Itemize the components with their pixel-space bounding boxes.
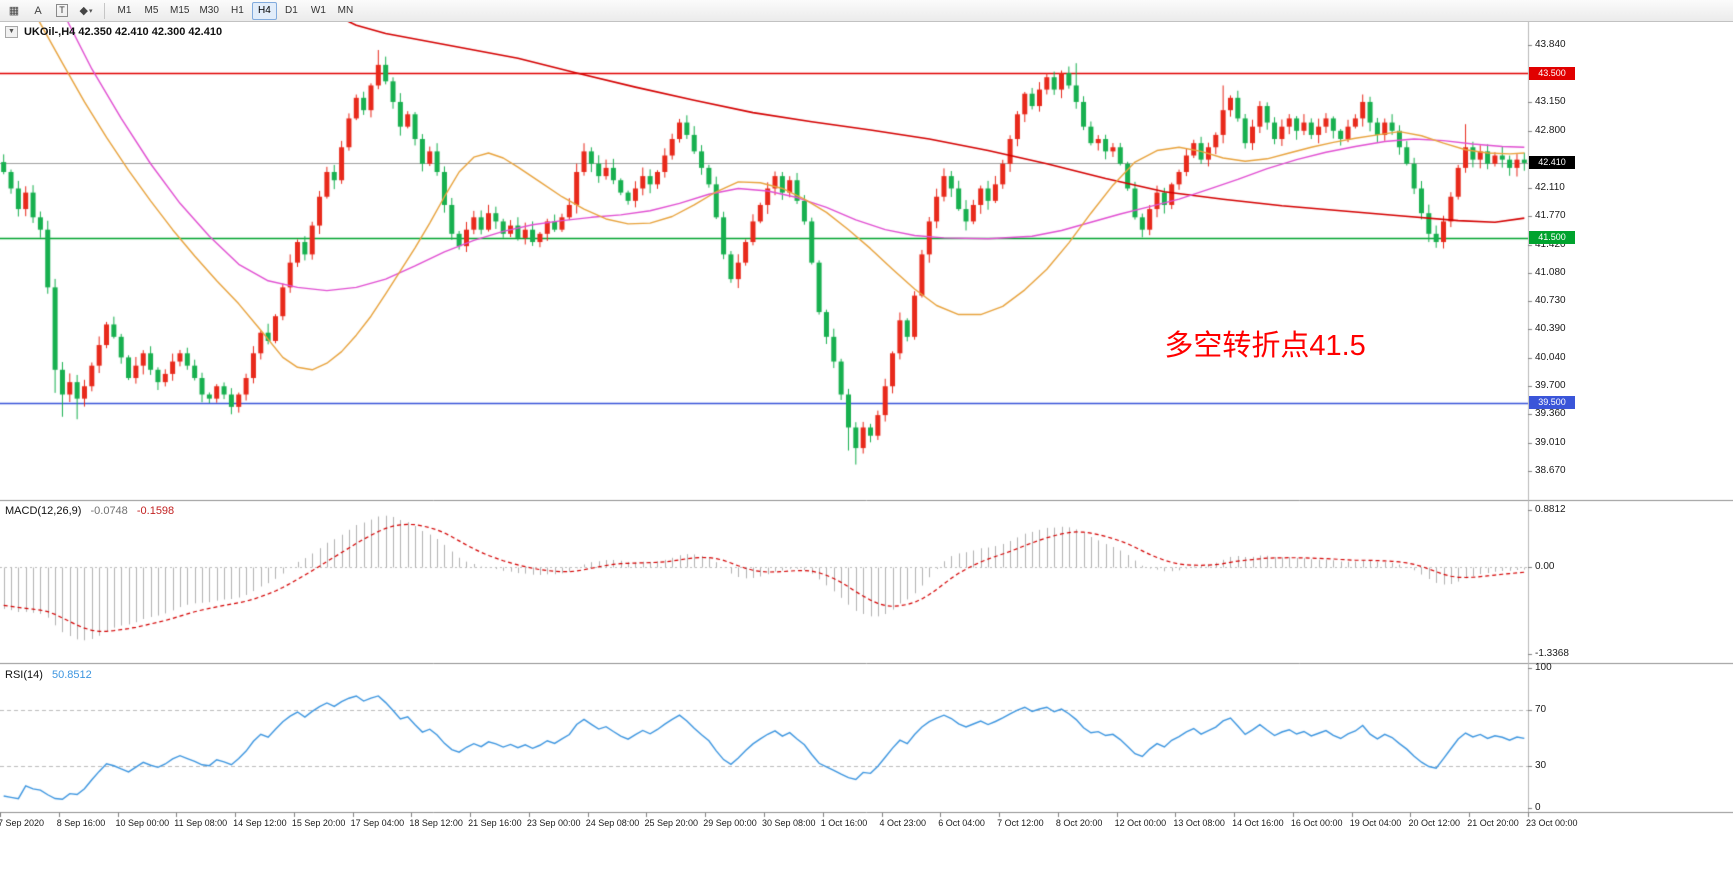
timeframe-m5-button[interactable]: M5	[139, 2, 164, 20]
chart-list-icon: ▦	[8, 5, 20, 17]
shapes-tool-button[interactable]: ◆ ▾	[75, 2, 97, 20]
shapes-tool-icon: ◆	[79, 5, 88, 17]
timeframe-m30-button[interactable]: M30	[195, 2, 222, 20]
text-tool-button[interactable]: T	[51, 2, 73, 20]
timeframe-m15-button[interactable]: M15	[166, 2, 193, 20]
chart-list-button[interactable]: ▦	[3, 2, 25, 20]
timeframe-d1-button[interactable]: D1	[279, 2, 304, 20]
annotate-button[interactable]: A	[27, 2, 49, 20]
timeframe-m1-button[interactable]: M1	[112, 2, 137, 20]
timeframe-mn-button[interactable]: MN	[333, 2, 358, 20]
timeframe-h4-button[interactable]: H4	[251, 1, 277, 20]
chevron-down-icon: ▾	[88, 7, 93, 15]
toolbar: ▦ A T ◆ ▾ M1 M5 M15 M30 H1 H4 D1 W1 MN	[0, 0, 1733, 22]
annotate-icon: A	[34, 4, 42, 17]
timeframe-h1-button[interactable]: H1	[225, 2, 250, 20]
price-chart-canvas[interactable]	[0, 22, 1733, 893]
timeframe-w1-button[interactable]: W1	[306, 2, 331, 20]
toolbar-separator	[104, 2, 105, 19]
text-tool-icon: T	[56, 4, 68, 17]
chart-window: ▼ UKOil-,H4 42.350 42.410 42.300 42.410 …	[0, 22, 1733, 893]
